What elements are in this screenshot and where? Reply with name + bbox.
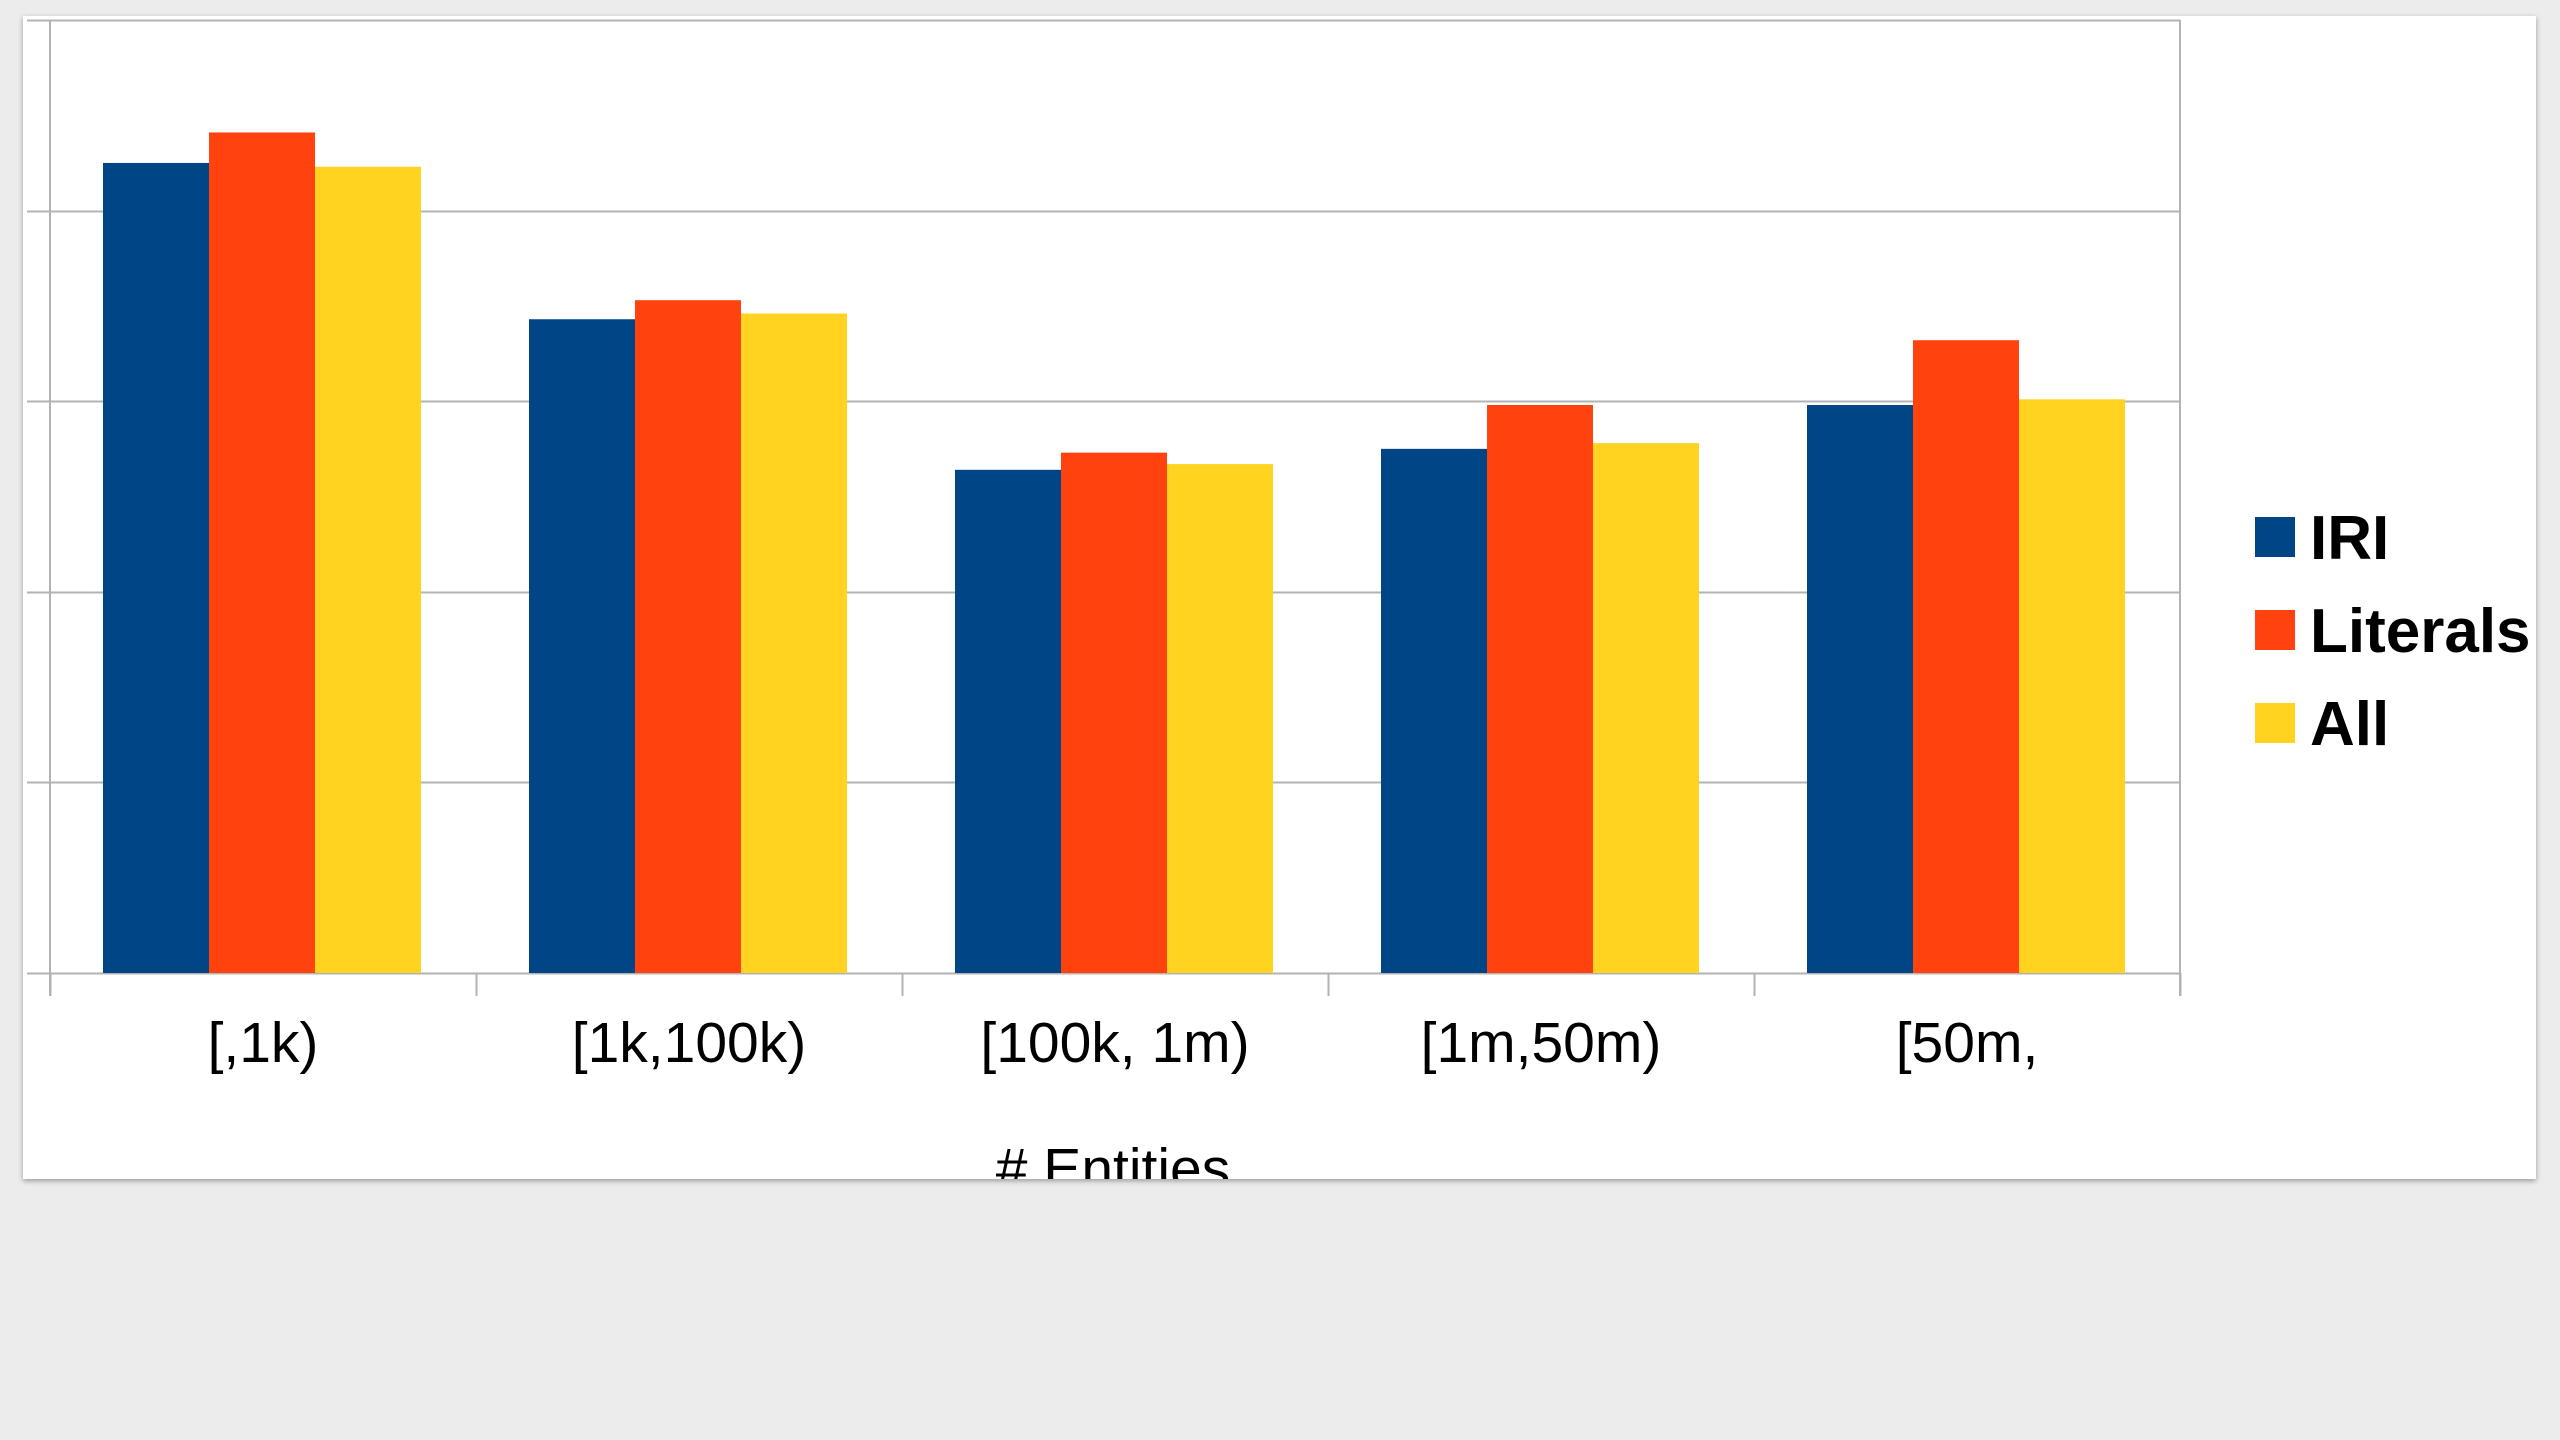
chart-page: [,1k) [1k,100k) [100k, 1m) [1m,50m) [50m, # … bbox=[23, 16, 2536, 1179]
bar-iri-3 bbox=[1381, 448, 1487, 974]
bar-literals-0 bbox=[209, 132, 315, 974]
x-axis-title: # Entities bbox=[996, 1137, 1230, 1179]
legend: IRI Literals All bbox=[2255, 504, 2531, 759]
legend-label-literals: Literals bbox=[2310, 597, 2531, 666]
bar-chart: [,1k) [1k,100k) [100k, 1m) [1m,50m) [50m, # … bbox=[27, 19, 2531, 1179]
bar-all-3 bbox=[1593, 443, 1699, 974]
bar-all-2 bbox=[1167, 464, 1273, 973]
legend-swatch-iri bbox=[2255, 517, 2295, 557]
bar-literals-3 bbox=[1487, 405, 1593, 974]
bar-literals-1 bbox=[635, 300, 741, 973]
bar-iri-1 bbox=[529, 319, 635, 973]
legend-swatch-all bbox=[2255, 703, 2295, 743]
legend-swatch-literals bbox=[2255, 610, 2295, 650]
bars bbox=[103, 132, 2125, 974]
bar-iri-2 bbox=[955, 469, 1061, 973]
bar-literals-4 bbox=[1913, 340, 2019, 973]
legend-label-iri: IRI bbox=[2310, 504, 2389, 573]
category-label-0: [,1k) bbox=[208, 1011, 319, 1075]
bar-all-4 bbox=[2019, 399, 2125, 973]
category-label-4: [50m, bbox=[1896, 1011, 2039, 1075]
category-label-2: [100k, 1m) bbox=[980, 1011, 1249, 1075]
category-label-1: [1k,100k) bbox=[572, 1011, 806, 1075]
bar-iri-0 bbox=[103, 162, 209, 973]
bar-literals-2 bbox=[1061, 452, 1167, 973]
bar-all-1 bbox=[741, 313, 847, 973]
legend-label-all: All bbox=[2310, 690, 2389, 759]
category-label-3: [1m,50m) bbox=[1421, 1011, 1662, 1075]
bar-iri-4 bbox=[1807, 405, 1913, 974]
x-axis: [,1k) [1k,100k) [100k, 1m) [1m,50m) [50m, bbox=[49, 973, 2182, 1075]
bar-all-0 bbox=[315, 166, 421, 974]
